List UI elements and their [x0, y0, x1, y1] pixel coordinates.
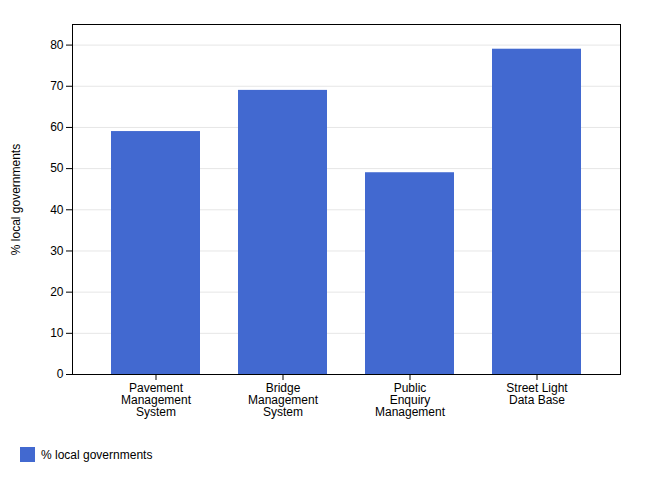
svg-text:Street LightData Base: Street LightData Base [506, 381, 568, 407]
svg-text:20: 20 [50, 285, 64, 299]
svg-text:80: 80 [50, 38, 64, 52]
svg-text:40: 40 [50, 203, 64, 217]
svg-text:PublicEnquiryManagement: PublicEnquiryManagement [375, 381, 446, 419]
svg-text:0: 0 [57, 367, 64, 381]
svg-text:50: 50 [50, 161, 64, 175]
svg-text:10: 10 [50, 326, 64, 340]
svg-text:60: 60 [50, 120, 64, 134]
svg-text:PavementManagementSystem: PavementManagementSystem [121, 381, 192, 419]
svg-text:70: 70 [50, 79, 64, 93]
svg-text:BridgeManagementSystem: BridgeManagementSystem [248, 381, 319, 419]
html-text:% local governments: % local governments [41, 447, 153, 462]
svg-text:30: 30 [50, 244, 64, 258]
svg-text:% local governments: % local governments [9, 144, 23, 255]
